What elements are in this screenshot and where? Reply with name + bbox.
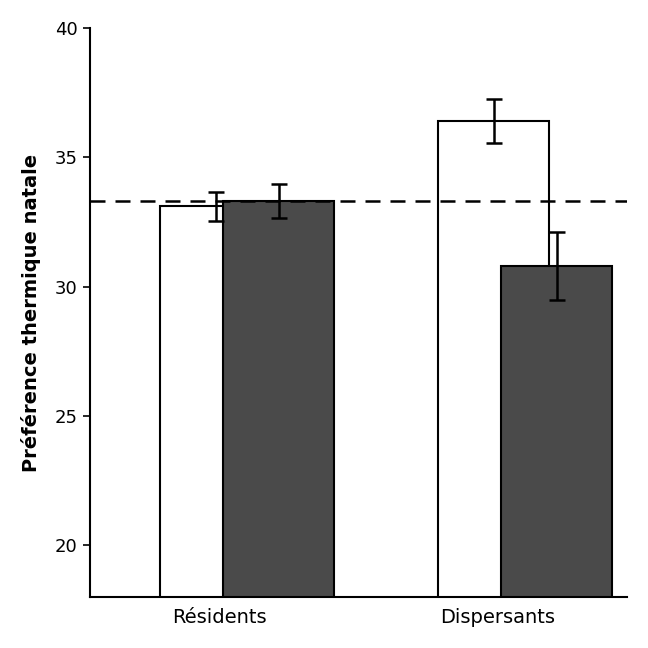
Bar: [438, 121, 550, 648]
Bar: [501, 266, 612, 648]
Bar: [223, 201, 334, 648]
Bar: [160, 206, 272, 648]
Y-axis label: Préférence thermique natale: Préférence thermique natale: [21, 154, 41, 472]
